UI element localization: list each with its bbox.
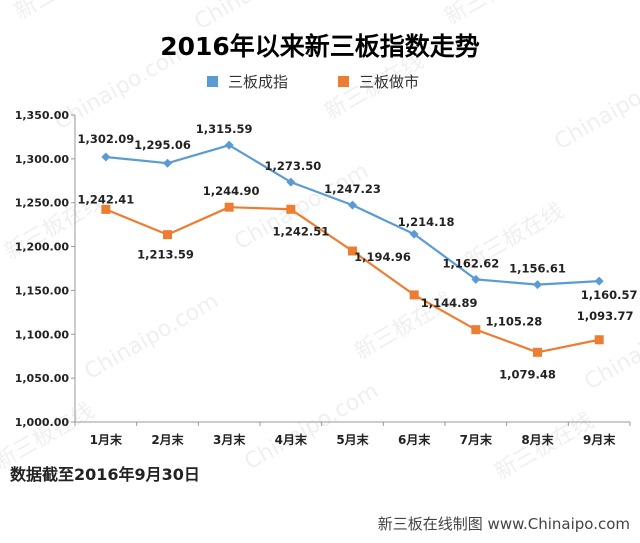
data-point: [163, 158, 172, 168]
data-label: 1,079.48: [499, 367, 556, 381]
data-label: 1,247.23: [324, 182, 381, 196]
x-tick-label: 7月末: [460, 432, 493, 447]
data-point: [594, 276, 604, 286]
footer-credit: 新三板在线制图 www.Chinaipo.com: [378, 515, 630, 533]
data-label: 1,315.59: [196, 122, 253, 136]
legend-swatch-1: [338, 76, 349, 87]
data-label: 1,194.96: [354, 250, 411, 264]
watermark-text: Chinaipo.com: [241, 379, 383, 476]
data-point: [471, 274, 481, 284]
data-point: [533, 347, 542, 357]
y-tick-label: 1,000.00: [15, 416, 70, 429]
x-tick-label: 8月末: [521, 432, 554, 447]
data-point: [409, 229, 419, 239]
y-tick-label: 1,050.00: [15, 372, 70, 385]
data-point: [101, 152, 111, 162]
data-label: 1,160.57: [581, 288, 638, 302]
data-point: [594, 335, 604, 345]
x-tick-label: 6月末: [398, 432, 431, 447]
data-label: 1,156.61: [509, 262, 566, 276]
y-tick-label: 1,300.00: [15, 153, 70, 166]
y-tick-label: 1,250.00: [15, 197, 70, 210]
data-label: 1,144.89: [421, 296, 478, 310]
x-tick-label: 5月末: [336, 432, 369, 447]
data-point: [286, 177, 296, 187]
data-point: [224, 202, 234, 212]
data-label: 1,273.50: [264, 159, 321, 173]
x-tick-label: 9月末: [583, 432, 616, 447]
legend-swatch-0: [207, 76, 218, 87]
data-point: [471, 325, 481, 335]
y-tick-label: 1,350.00: [15, 109, 70, 122]
y-tick-label: 1,150.00: [15, 284, 70, 297]
data-point: [224, 140, 234, 150]
watermark-text: 新三板在线: [441, 0, 549, 30]
chart-title: 2016年以来新三板指数走势: [160, 32, 480, 61]
data-label: 1,242.41: [77, 192, 134, 206]
data-label: 1,242.51: [272, 224, 329, 238]
data-cutoff-note: 数据截至2016年9月30日: [10, 465, 200, 484]
watermark-layer: 新三板在线Chinaipo.com新三板在线Chinaipo.com新三板在线C…: [0, 0, 640, 485]
x-tick-label: 3月末: [213, 432, 246, 447]
data-label: 1,093.77: [577, 309, 634, 323]
data-point: [163, 230, 172, 240]
x-tick-label: 4月末: [275, 432, 308, 447]
x-tick-label: 2月末: [151, 432, 184, 447]
data-point: [286, 204, 296, 214]
watermark-text: 新三板在线: [0, 399, 98, 476]
x-tick-label: 1月末: [90, 432, 123, 447]
y-tick-label: 1,200.00: [15, 241, 70, 254]
data-point: [101, 204, 111, 214]
legend: 三板成指 三板做市: [207, 73, 419, 91]
data-point: [409, 290, 419, 300]
data-label: 1,105.28: [485, 315, 542, 329]
data-point: [348, 246, 357, 256]
watermark-text: 新三板在线: [11, 0, 119, 25]
data-label: 1,162.62: [442, 256, 499, 270]
data-label: 1,213.59: [137, 248, 194, 262]
watermark-text: Chinaipo.com: [191, 0, 333, 35]
watermark-text: Chinaipo.com: [551, 59, 640, 156]
legend-label-1: 三板做市: [359, 73, 419, 91]
data-point: [348, 200, 357, 210]
plot-area: 1,000.00 1,050.00 1,100.00 1,150.00 1,200.00…: [15, 109, 638, 447]
watermark-text: Chinaipo.com: [81, 289, 223, 386]
data-point: [533, 280, 542, 290]
y-tick-label: 1,100.00: [15, 328, 70, 341]
data-label: 1,214.18: [398, 215, 455, 229]
data-label: 1,302.09: [77, 132, 134, 146]
data-label: 1,295.06: [134, 138, 191, 152]
data-label: 1,244.90: [203, 184, 260, 198]
legend-label-0: 三板成指: [228, 73, 288, 91]
